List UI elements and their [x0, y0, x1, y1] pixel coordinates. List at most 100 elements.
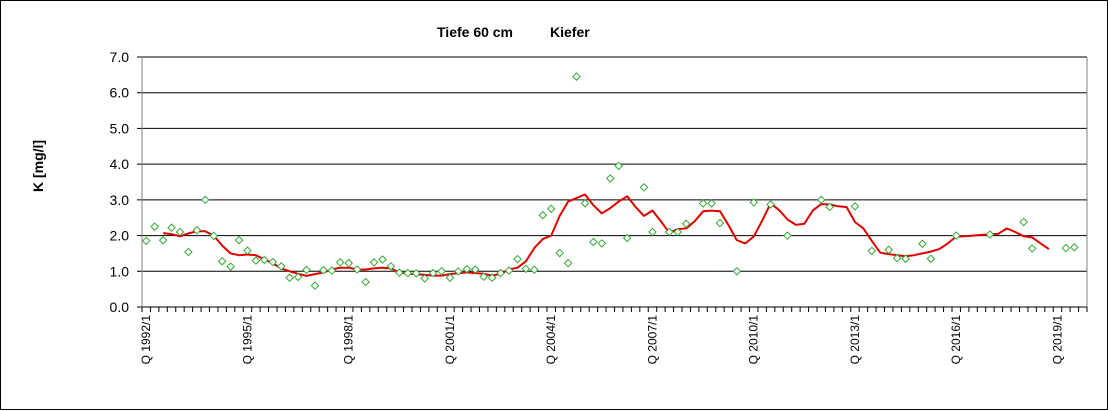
y-tick-label: 7.0 [110, 49, 130, 65]
data-point [504, 266, 514, 275]
data-point [521, 264, 531, 274]
data-point [479, 272, 489, 281]
data-point [268, 257, 278, 267]
data-point [141, 236, 151, 246]
data-point [487, 273, 497, 283]
data-point [361, 277, 370, 287]
data-point [639, 183, 649, 192]
data-point [614, 161, 624, 171]
y-tick-label: 5.0 [110, 120, 130, 136]
x-tick-label: Q 2004/1 [544, 315, 558, 365]
gridlines [142, 56, 1087, 272]
data-point [344, 258, 354, 268]
data-point [327, 266, 337, 275]
data-point [209, 231, 219, 241]
x-tick-label: Q 1998/1 [342, 315, 356, 365]
data-point [538, 210, 548, 220]
data-point [918, 239, 927, 249]
data-point [403, 268, 413, 278]
data-point [825, 202, 834, 212]
x-tick-label: Q 2016/1 [949, 315, 963, 365]
data-point [251, 256, 261, 265]
data-point [707, 199, 716, 208]
data-point [192, 225, 202, 235]
data-point [749, 198, 759, 207]
data-point [589, 237, 598, 247]
x-tick-label: Q 2010/1 [747, 315, 761, 365]
data-point [428, 268, 438, 278]
data-point [867, 246, 877, 256]
data-point [884, 245, 894, 255]
data-point [226, 262, 235, 271]
data-point [302, 265, 311, 275]
data-point [175, 227, 185, 237]
data-point [673, 227, 683, 237]
data-point [1019, 217, 1029, 227]
data-point [572, 72, 581, 81]
data-point [530, 265, 539, 275]
data-point [580, 199, 590, 208]
y-tick-label: 1.0 [110, 263, 130, 279]
data-point [437, 266, 446, 276]
data-point [184, 247, 193, 257]
data-point [715, 218, 725, 228]
data-point [563, 258, 573, 268]
chart-title-species: Kiefer [550, 24, 590, 40]
y-tick-label: 4.0 [110, 156, 130, 172]
data-point [597, 239, 607, 248]
data-point [260, 255, 269, 265]
x-tick-label: Q 2001/1 [443, 315, 457, 365]
data-point [1061, 243, 1071, 253]
data-point [378, 255, 387, 264]
data-point [310, 281, 320, 290]
data-point [243, 246, 252, 255]
data-point [285, 273, 294, 283]
chart-title-depth: Tiefe 60 cm [437, 24, 513, 40]
data-point [1070, 243, 1079, 252]
data-point [158, 235, 168, 245]
data-point [276, 261, 286, 271]
data-point [395, 268, 404, 278]
x-tick-label: Q 2007/1 [645, 315, 659, 365]
data-point [732, 266, 742, 276]
data-point [293, 272, 303, 282]
y-axis-label: K [mg/l] [30, 140, 46, 192]
data-point [234, 235, 244, 245]
x-tick-label: Q 2013/1 [848, 315, 862, 365]
data-point [369, 258, 379, 267]
data-point [411, 269, 421, 278]
series-points [141, 72, 1079, 290]
x-tick-label: Q 1992/1 [139, 315, 153, 365]
data-point [150, 222, 159, 231]
data-point [513, 254, 522, 264]
data-point [698, 199, 708, 208]
data-point [985, 230, 995, 239]
data-point [648, 227, 657, 237]
data-point [445, 273, 455, 283]
y-tick-label: 2.0 [110, 228, 130, 244]
y-tick-label: 6.0 [110, 85, 130, 101]
data-point [951, 231, 961, 240]
y-tick-label: 3.0 [110, 192, 130, 208]
data-point [386, 261, 396, 271]
data-point [665, 227, 674, 237]
x-tick-label: Q 2019/1 [1050, 315, 1064, 365]
data-point [1027, 244, 1037, 253]
trend-line [162, 193, 1050, 277]
data-point [167, 223, 176, 233]
data-point [462, 264, 472, 274]
y-tick-label: 0.0 [110, 299, 130, 315]
data-point [681, 219, 691, 229]
axes: 0.0 1.0 2.0 3.0 4.0 5.0 6.0 7.0 Q 1992/1 Q 1995/1… [110, 49, 1088, 365]
data-point [470, 265, 480, 274]
data-point [200, 195, 210, 205]
data-point [605, 174, 615, 183]
data-point [319, 265, 328, 275]
data-point [901, 254, 910, 264]
data-point [420, 274, 429, 283]
data-point [335, 258, 345, 267]
data-point [546, 204, 556, 214]
data-point [217, 256, 227, 266]
